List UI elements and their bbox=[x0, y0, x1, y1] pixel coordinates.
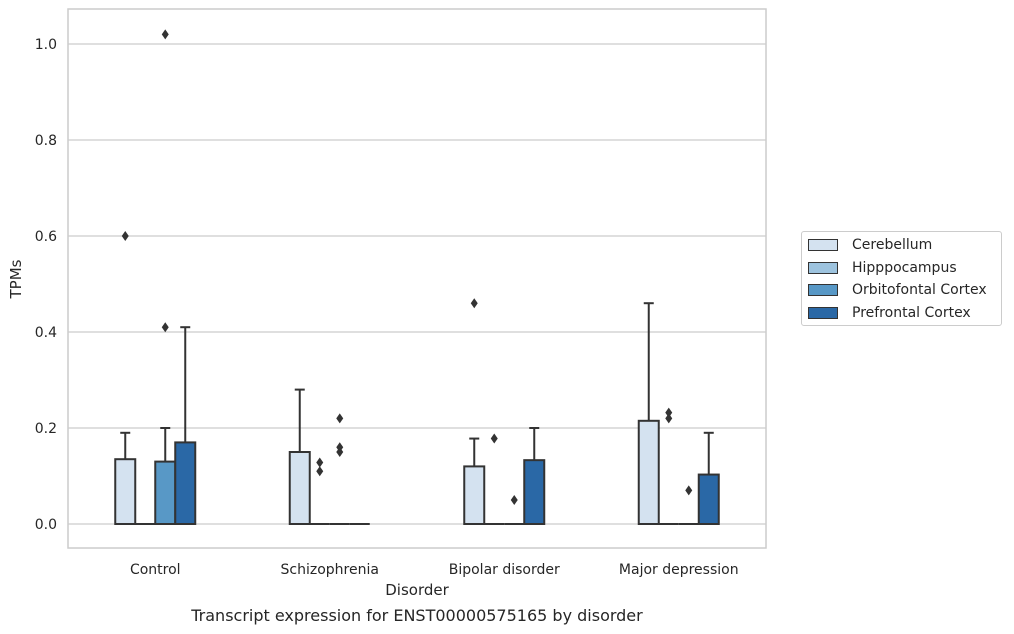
outlier-point bbox=[161, 29, 169, 40]
y-tick-label: 0.2 bbox=[35, 421, 57, 437]
box-orbitofontal-cortex-major-depression bbox=[678, 485, 699, 525]
outlier-point bbox=[316, 466, 324, 477]
x-tick-label: Control bbox=[130, 562, 181, 578]
outlier-point bbox=[470, 298, 478, 309]
box bbox=[174, 441, 197, 525]
legend-swatch-prefrontal-cortex bbox=[808, 307, 838, 319]
outlier-point bbox=[336, 413, 344, 424]
box-prefrontal-cortex-major-depression bbox=[697, 431, 720, 525]
box bbox=[697, 473, 720, 525]
x-axis-label: Disorder bbox=[385, 581, 449, 599]
y-tick-labels: 0.0 0.2 0.4 0.6 0.8 1.0 bbox=[35, 37, 57, 533]
legend-label-prefrontal-cortex: Prefrontal Cortex bbox=[852, 305, 971, 321]
box bbox=[154, 460, 177, 526]
gridlines bbox=[68, 43, 766, 525]
y-tick-label: 0.6 bbox=[35, 229, 57, 245]
box bbox=[523, 459, 546, 526]
legend-swatch-cerebellum bbox=[808, 239, 838, 251]
outlier-point bbox=[161, 322, 169, 333]
box-hipppocampus-bipolar-disorder bbox=[484, 433, 505, 525]
outlier-point bbox=[665, 407, 673, 418]
y-tick-label: 0.0 bbox=[35, 517, 57, 533]
y-axis-label: TPMs bbox=[7, 259, 25, 299]
legend-item-prefrontal-cortex: Prefrontal Cortex bbox=[808, 302, 971, 324]
box bbox=[463, 465, 486, 525]
outlier-point bbox=[665, 413, 673, 424]
plot-frame bbox=[67, 8, 767, 549]
outlier-point bbox=[316, 457, 324, 468]
outlier-point bbox=[336, 442, 344, 453]
box-orbitofontal-cortex-schizophrenia bbox=[329, 413, 350, 525]
boxes-layer bbox=[114, 29, 720, 526]
x-tick-label: Schizophrenia bbox=[281, 562, 379, 578]
y-tick-label: 1.0 bbox=[35, 37, 57, 53]
legend-label-hippocampus: Hipppocampus bbox=[852, 260, 957, 276]
x-tick-labels: Control Schizophrenia Bipolar disorder Majo… bbox=[130, 562, 739, 578]
legend-swatch-orbitofrontal-cortex bbox=[808, 284, 838, 296]
legend-label-orbitofrontal-cortex: Orbitofontal Cortex bbox=[852, 282, 987, 298]
box-hipppocampus-schizophrenia bbox=[309, 457, 330, 525]
legend-item-cerebellum: Cerebellum bbox=[808, 234, 932, 256]
box-prefrontal-cortex-bipolar-disorder bbox=[523, 427, 546, 526]
box-hipppocampus-major-depression bbox=[658, 407, 679, 525]
legend-swatch-hippocampus bbox=[808, 262, 838, 274]
box bbox=[288, 451, 311, 525]
legend-item-orbitofrontal-cortex: Orbitofontal Cortex bbox=[808, 279, 987, 301]
x-tick-label: Major depression bbox=[619, 562, 739, 578]
legend: Cerebellum Hipppocampus Orbitofontal Cor… bbox=[801, 231, 1002, 326]
box-cerebellum-schizophrenia bbox=[288, 388, 311, 525]
box bbox=[637, 419, 660, 525]
box-cerebellum-major-depression bbox=[637, 302, 660, 525]
y-tick-label: 0.8 bbox=[35, 133, 57, 149]
box-orbitofontal-cortex-control bbox=[154, 29, 177, 526]
outlier-point bbox=[685, 485, 693, 496]
outlier-point bbox=[121, 231, 129, 241]
y-tick-label: 0.4 bbox=[35, 325, 57, 341]
box bbox=[114, 458, 137, 526]
box-cerebellum-bipolar-disorder bbox=[463, 298, 486, 525]
legend-label-cerebellum: Cerebellum bbox=[852, 237, 933, 253]
outlier-point bbox=[510, 495, 518, 505]
box-orbitofontal-cortex-bipolar-disorder bbox=[504, 495, 525, 525]
chart-caption: Transcript expression for ENST0000057516… bbox=[191, 606, 643, 625]
outlier-point bbox=[490, 433, 498, 444]
legend-item-hippocampus: Hipppocampus bbox=[808, 257, 957, 279]
x-tick-label: Bipolar disorder bbox=[449, 562, 560, 578]
box-prefrontal-cortex-control bbox=[174, 326, 197, 525]
box-cerebellum-control bbox=[114, 231, 137, 526]
